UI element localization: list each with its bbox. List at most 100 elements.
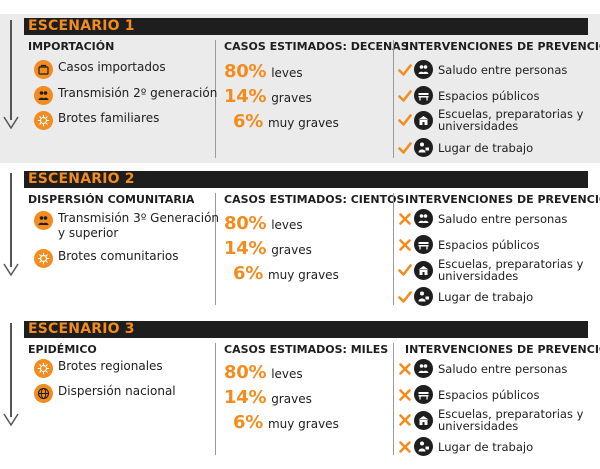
cross-icon bbox=[398, 238, 412, 252]
stat-percent: 80% bbox=[224, 362, 267, 383]
stat-label: graves bbox=[271, 392, 312, 406]
column-divider bbox=[393, 40, 394, 158]
intervention-label: Espacios públicos bbox=[438, 387, 540, 402]
school-icon bbox=[414, 110, 433, 130]
cross-icon bbox=[398, 440, 412, 454]
scenario-title: ESCENARIO 2 bbox=[28, 171, 135, 187]
intervention-label: Lugar de trabajo bbox=[438, 439, 534, 454]
worker-icon bbox=[414, 287, 433, 306]
cross-icon bbox=[398, 362, 412, 376]
origin-label: Brotes familiares bbox=[58, 111, 160, 125]
check-icon bbox=[398, 141, 412, 155]
intervention-item: Escuelas, preparatorias y universidades bbox=[398, 408, 583, 432]
column-divider bbox=[215, 40, 216, 158]
stat-label: leves bbox=[271, 218, 303, 232]
origin-item: Casos importados bbox=[34, 60, 166, 79]
bench-icon bbox=[414, 86, 433, 105]
intervention-label: Escuelas, preparatorias y universidades bbox=[438, 407, 584, 433]
column-divider bbox=[393, 193, 394, 305]
stat-percent: 80% bbox=[224, 61, 267, 82]
intervention-label: Lugar de trabajo bbox=[438, 289, 534, 304]
suitcase-icon bbox=[34, 60, 53, 79]
origin-column-title: DISPERSIÓN COMUNITARIA bbox=[28, 193, 195, 206]
intervention-item: Espacios públicos bbox=[398, 235, 539, 254]
stat-row: 6% muy graves bbox=[233, 412, 339, 433]
scenario-1: ESCENARIO 1 IMPORTACIÓN CASOS ESTIMADOS:… bbox=[0, 14, 600, 163]
intervention-item: Espacios públicos bbox=[398, 86, 539, 105]
origin-label: Brotes comunitarios bbox=[58, 249, 179, 263]
intervention-item: Saludo entre personas bbox=[398, 209, 567, 228]
origin-item: Transmisión 3º Generación y superior bbox=[34, 211, 219, 241]
intervention-item: Escuelas, preparatorias y universidades bbox=[398, 108, 583, 132]
cross-icon bbox=[398, 212, 412, 226]
intervention-item: Lugar de trabajo bbox=[398, 138, 533, 157]
intervention-label: Saludo entre personas bbox=[438, 361, 568, 376]
origin-label: Transmisión 2º generación bbox=[58, 86, 218, 100]
stat-label: graves bbox=[271, 91, 312, 105]
people-icon bbox=[414, 60, 433, 79]
stat-label: leves bbox=[271, 367, 303, 381]
interventions-column-title: INTERVENCIONES DE PREVENCIÓN bbox=[405, 343, 600, 356]
column-divider bbox=[393, 343, 394, 455]
globe-icon bbox=[34, 384, 53, 403]
column-divider bbox=[215, 343, 216, 455]
origin-label: Dispersión nacional bbox=[58, 384, 176, 398]
origin-label: Brotes regionales bbox=[58, 359, 163, 373]
worker-icon bbox=[414, 437, 433, 456]
scenario-header: ESCENARIO 3 bbox=[24, 321, 588, 338]
check-icon bbox=[398, 63, 412, 77]
scenario-title: ESCENARIO 3 bbox=[28, 321, 135, 337]
scenario-2: ESCENARIO 2 DISPERSIÓN COMUNITARIA CASOS… bbox=[0, 167, 600, 312]
origin-item: Brotes regionales bbox=[34, 359, 163, 378]
scenario-header: ESCENARIO 2 bbox=[24, 171, 588, 188]
people-icon bbox=[34, 86, 53, 105]
origin-item: Brotes comunitarios bbox=[34, 249, 179, 268]
check-icon bbox=[398, 89, 412, 103]
stat-row: 14% graves bbox=[224, 387, 312, 408]
check-icon bbox=[398, 263, 412, 277]
intervention-item: Saludo entre personas bbox=[398, 60, 567, 79]
stat-label: graves bbox=[271, 243, 312, 257]
stat-percent: 80% bbox=[224, 213, 267, 234]
people-icon bbox=[414, 209, 433, 228]
origin-item: Dispersión nacional bbox=[34, 384, 176, 403]
origin-column-title: IMPORTACIÓN bbox=[28, 40, 115, 53]
origin-label: Transmisión 3º Generación y superior bbox=[58, 211, 220, 240]
bench-icon bbox=[414, 385, 433, 404]
bench-icon bbox=[414, 235, 433, 254]
stat-label: muy graves bbox=[267, 417, 339, 431]
cases-column-title: CASOS ESTIMADOS: CIENTOS bbox=[224, 193, 405, 206]
stat-label: muy graves bbox=[267, 116, 339, 130]
origin-column-title: EPIDÉMICO bbox=[28, 343, 97, 356]
stat-percent: 14% bbox=[224, 387, 267, 408]
intervention-label: Espacios públicos bbox=[438, 88, 540, 103]
intervention-label: Espacios públicos bbox=[438, 237, 540, 252]
stat-row: 80% leves bbox=[224, 61, 303, 82]
worker-icon bbox=[414, 138, 433, 157]
stat-row: 14% graves bbox=[224, 86, 312, 107]
scenario-3: ESCENARIO 3 EPIDÉMICO CASOS ESTIMADOS: M… bbox=[0, 317, 600, 462]
stat-percent: 6% bbox=[233, 111, 263, 132]
stat-percent: 14% bbox=[224, 86, 267, 107]
intervention-label: Escuelas, preparatorias y universidades bbox=[438, 257, 584, 283]
stat-percent: 6% bbox=[233, 263, 263, 284]
cases-column-title: CASOS ESTIMADOS: MILES bbox=[224, 343, 389, 356]
virus-icon bbox=[34, 359, 53, 378]
stat-row: 6% muy graves bbox=[233, 111, 339, 132]
school-icon bbox=[414, 410, 433, 430]
stat-row: 80% leves bbox=[224, 213, 303, 234]
people-icon bbox=[414, 359, 433, 378]
column-divider bbox=[215, 193, 216, 305]
intervention-item: Lugar de trabajo bbox=[398, 287, 533, 306]
intervention-label: Saludo entre personas bbox=[438, 211, 568, 226]
scenario-title: ESCENARIO 1 bbox=[28, 18, 135, 34]
interventions-column-title: INTERVENCIONES DE PREVENCIÓN bbox=[405, 40, 600, 53]
check-icon bbox=[398, 290, 412, 304]
interventions-column-title: INTERVENCIONES DE PREVENCIÓN bbox=[405, 193, 600, 206]
stat-percent: 14% bbox=[224, 238, 267, 259]
origin-item: Brotes familiares bbox=[34, 111, 159, 130]
stat-label: muy graves bbox=[267, 268, 339, 282]
stat-percent: 6% bbox=[233, 412, 263, 433]
origin-label: Casos importados bbox=[58, 60, 166, 74]
stat-row: 6% muy graves bbox=[233, 263, 339, 284]
